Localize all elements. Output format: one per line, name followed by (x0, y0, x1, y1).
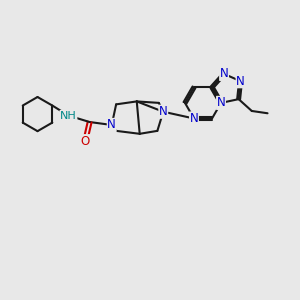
Text: O: O (81, 135, 90, 148)
Text: N: N (236, 75, 245, 88)
Text: N: N (220, 68, 228, 80)
Text: N: N (159, 105, 168, 118)
Text: N: N (190, 112, 198, 125)
Text: NH: NH (60, 110, 77, 121)
Text: N: N (107, 118, 116, 131)
Text: N: N (217, 96, 225, 110)
